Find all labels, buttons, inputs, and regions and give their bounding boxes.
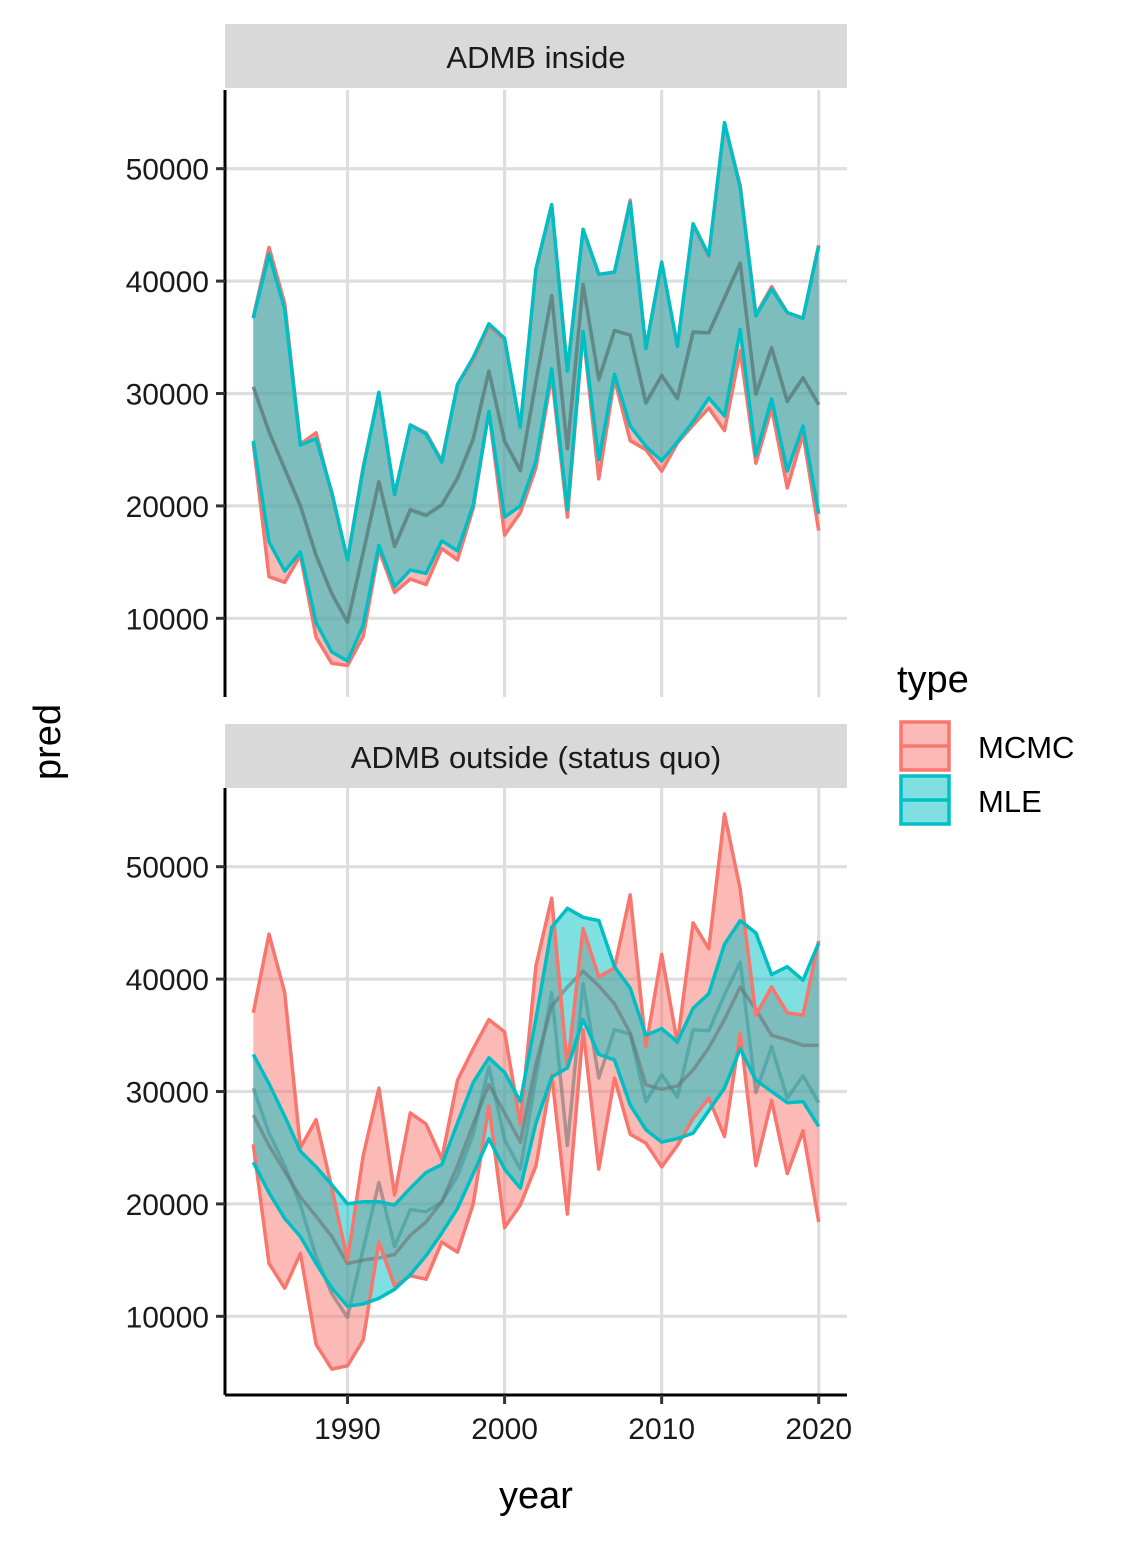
y-tick-label-50000-panel-1: 50000 bbox=[126, 154, 209, 187]
upper-line-mle-panel-2 bbox=[251, 906, 821, 1207]
panel-top-y-axis: 10000 20000 30000 40000 50000 bbox=[126, 90, 227, 697]
panel-bottom-y-axis: 10000 20000 30000 40000 50000 bbox=[126, 788, 227, 1395]
y-tick-label-30000-panel-1: 30000 bbox=[126, 379, 209, 412]
legend-title: type bbox=[897, 659, 969, 701]
y-axis-title: pred bbox=[27, 704, 69, 780]
median-line-mle-panel-1 bbox=[251, 261, 821, 624]
panel-top: ADMB inside 10000 20000 30000 40000 50000 bbox=[126, 24, 847, 697]
y-tick-label-10000-panel-1: 10000 bbox=[126, 603, 209, 636]
lower-line-mle-panel-2 bbox=[251, 1017, 821, 1308]
strip-top-background bbox=[225, 24, 847, 88]
legend-label-mle: MLE bbox=[978, 784, 1042, 819]
x-tick-label-1990: 1990 bbox=[314, 1413, 381, 1446]
lower-line-mcmc-panel-1 bbox=[251, 329, 821, 668]
upper-line-mle-panel-1 bbox=[251, 120, 821, 562]
lower-line-mcmc-panel-2 bbox=[251, 1027, 821, 1371]
x-axis: 1990 2000 2010 2020 bbox=[225, 1393, 852, 1446]
legend-keys: MCMC MLE bbox=[899, 720, 1074, 826]
legend-label-mcmc: MCMC bbox=[978, 730, 1074, 765]
lower-line-mle-panel-1 bbox=[251, 327, 821, 663]
x-tick-label-2010: 2010 bbox=[628, 1413, 695, 1446]
panel-bottom-bands bbox=[251, 812, 821, 1371]
upper-line-mcmc-panel-2 bbox=[251, 812, 821, 1262]
strip-bottom-label: ADMB outside (status quo) bbox=[351, 740, 721, 775]
strip-top-label: ADMB inside bbox=[446, 40, 625, 75]
y-tick-label-10000-panel-2: 10000 bbox=[126, 1301, 209, 1334]
y-tick-label-20000-panel-1: 20000 bbox=[126, 491, 209, 524]
x-tick-label-2020: 2020 bbox=[785, 1413, 852, 1446]
y-tick-label-30000-panel-2: 30000 bbox=[126, 1077, 209, 1110]
strip-bottom-background bbox=[225, 724, 847, 788]
band-mle-panel-1 bbox=[253, 122, 819, 662]
panel-top-bands bbox=[251, 120, 821, 668]
y-tick-label-20000-panel-2: 20000 bbox=[126, 1189, 209, 1222]
median-line-mle-panel-2 bbox=[251, 969, 819, 1266]
panel-bottom: ADMB outside (status quo) 10000 20000 3000… bbox=[126, 724, 847, 1395]
y-tick-label-40000-panel-2: 40000 bbox=[126, 964, 209, 997]
x-axis-title: year bbox=[499, 1475, 573, 1517]
legend: type MCMC MLE bbox=[897, 659, 1074, 826]
x-tick-label-2000: 2000 bbox=[471, 1413, 538, 1446]
y-tick-label-50000-panel-2: 50000 bbox=[126, 852, 209, 885]
y-tick-label-40000-panel-1: 40000 bbox=[126, 266, 209, 299]
